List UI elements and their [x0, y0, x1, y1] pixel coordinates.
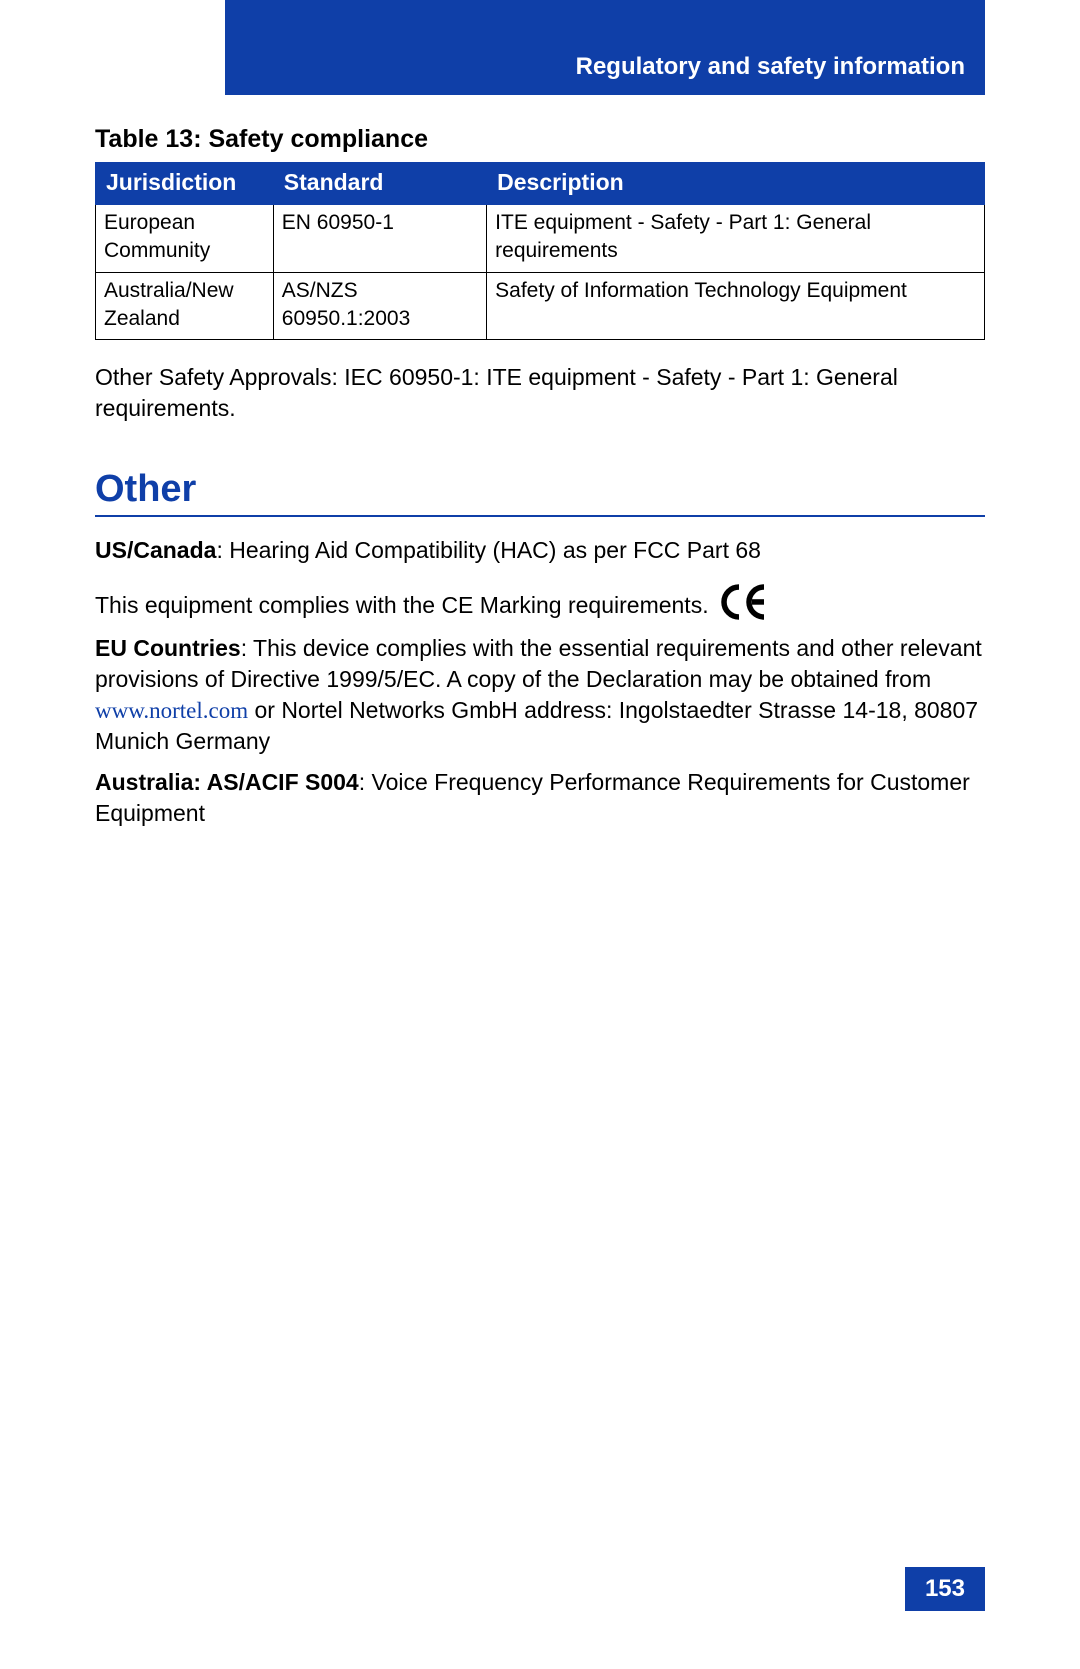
paragraph-us-canada: US/Canada: Hearing Aid Compatibility (HA… [95, 535, 985, 566]
cell-standard: AS/NZS 60950.1:2003 [273, 272, 486, 340]
paragraph-ce-row: This equipment complies with the CE Mark… [95, 583, 985, 629]
paragraph-australia: Australia: AS/ACIF S004: Voice Frequency… [95, 767, 985, 829]
cell-standard: EN 60950-1 [273, 205, 486, 273]
ce-mark-icon [719, 583, 771, 629]
table-row: European Community EN 60950-1 ITE equipm… [96, 205, 985, 273]
cell-description: Safety of Information Technology Equipme… [487, 272, 985, 340]
table-caption: Table 13: Safety compliance [95, 125, 985, 154]
cell-jurisdiction: Australia/New Zealand [96, 272, 274, 340]
section-heading-other: Other [95, 468, 985, 511]
safety-compliance-table: Jurisdiction Standard Description Europe… [95, 162, 985, 340]
bold-australia: Australia: AS/ACIF S004 [95, 769, 359, 795]
after-table-paragraph: Other Safety Approvals: IEC 60950-1: ITE… [95, 362, 985, 424]
header-title: Regulatory and safety information [576, 53, 965, 81]
page: Regulatory and safety information Table … [0, 0, 1080, 1669]
section-rule [95, 515, 985, 517]
page-number: 153 [905, 1567, 985, 1611]
text-ce-compliance: This equipment complies with the CE Mark… [95, 590, 709, 621]
col-header-description: Description [487, 163, 985, 205]
cell-description: ITE equipment - Safety - Part 1: General… [487, 205, 985, 273]
bold-eu-countries: EU Countries [95, 635, 241, 661]
table-row: Australia/New Zealand AS/NZS 60950.1:200… [96, 272, 985, 340]
text-us-canada: : Hearing Aid Compatibility (HAC) as per… [216, 537, 761, 563]
link-nortel[interactable]: www.nortel.com [95, 698, 248, 723]
content-area: Table 13: Safety compliance Jurisdiction… [95, 115, 985, 829]
col-header-jurisdiction: Jurisdiction [96, 163, 274, 205]
paragraph-eu-countries: EU Countries: This device complies with … [95, 633, 985, 757]
bold-us-canada: US/Canada [95, 537, 216, 563]
col-header-standard: Standard [273, 163, 486, 205]
cell-jurisdiction: European Community [96, 205, 274, 273]
header-band: Regulatory and safety information [225, 0, 985, 95]
table-header-row: Jurisdiction Standard Description [96, 163, 985, 205]
